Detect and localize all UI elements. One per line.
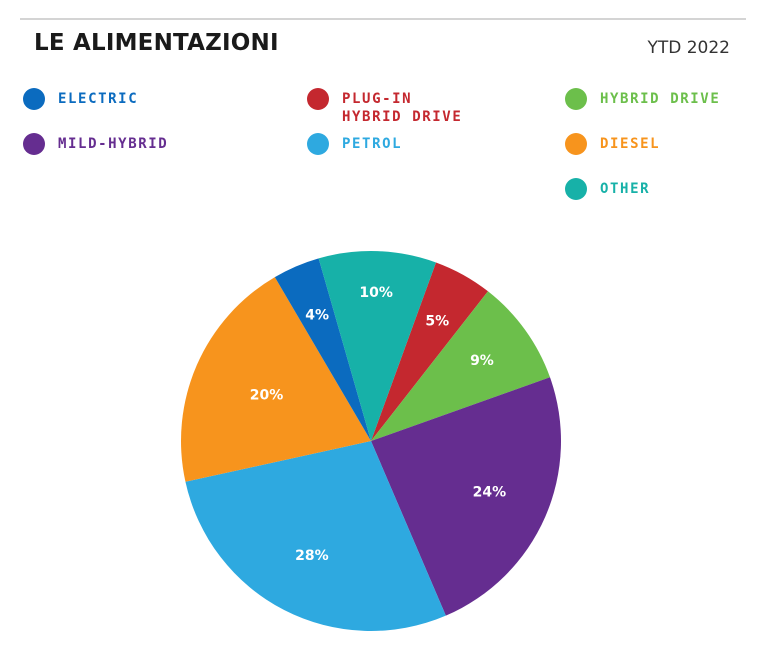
pie-label-other: 10% (359, 285, 393, 301)
legend-item-petrol: PETROL (307, 133, 403, 155)
legend-swatch-plug-in-hybrid-drive (307, 88, 329, 110)
legend-label-electric: ELECTRIC (58, 91, 139, 107)
legend-label-diesel: DIESEL (600, 136, 661, 152)
top-divider (20, 18, 746, 20)
pie-slice-diesel (180, 277, 371, 482)
pie-slice-mild-hybrid (371, 377, 562, 616)
pie-label-diesel: 20% (250, 387, 284, 403)
pie-slice-hybrid-drive (371, 291, 550, 441)
legend-swatch-hybrid-drive (565, 88, 587, 110)
legend-item-mild-hybrid: MILD-HYBRID (23, 133, 169, 155)
legend-item-other: OTHER (565, 178, 651, 200)
pie-label-mild-hybrid: 24% (473, 485, 507, 501)
chart-title: LE ALIMENTAZIONI (34, 30, 279, 56)
chart-subtitle: YTD 2022 (647, 38, 730, 58)
pie-label-petrol: 28% (295, 548, 329, 564)
legend-item-diesel: DIESEL (565, 133, 661, 155)
legend-label-mild-hybrid: MILD-HYBRID (58, 136, 169, 152)
legend-swatch-electric (23, 88, 45, 110)
legend-label-plug-in-hybrid-drive: PLUG-IN HYBRID DRIVE (342, 91, 463, 125)
legend-item-plug-in-hybrid-drive: PLUG-IN HYBRID DRIVE (307, 88, 463, 126)
pie-label-hybrid-drive: 9% (470, 353, 494, 369)
legend-swatch-other (565, 178, 587, 200)
legend-label-other: OTHER (600, 181, 651, 197)
pie-slice-other (318, 251, 436, 441)
legend-swatch-mild-hybrid (23, 133, 45, 155)
legend-item-electric: ELECTRIC (23, 88, 139, 110)
legend-swatch-petrol (307, 133, 329, 155)
pie-slice-electric (274, 258, 371, 441)
legend-label-petrol: PETROL (342, 136, 403, 152)
pie-slice-plug-in-hybrid-drive (371, 262, 488, 441)
legend-label-hybrid-drive: HYBRID DRIVE (600, 91, 721, 107)
legend-item-hybrid-drive: HYBRID DRIVE (565, 88, 721, 110)
pie-label-electric: 4% (305, 307, 329, 323)
legend-swatch-diesel (565, 133, 587, 155)
pie-slice-petrol (185, 441, 446, 632)
pie-label-plug-in-hybrid-drive: 5% (425, 313, 449, 329)
